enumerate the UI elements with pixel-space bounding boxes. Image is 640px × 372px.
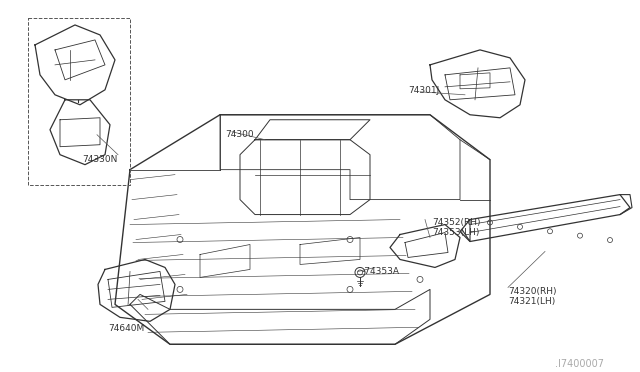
Text: 74321(LH): 74321(LH) <box>508 297 556 307</box>
Text: 74320(RH): 74320(RH) <box>508 288 557 296</box>
Text: 74330N: 74330N <box>82 155 117 164</box>
Text: 74640M: 74640M <box>108 324 144 333</box>
Text: 74301J: 74301J <box>408 86 439 95</box>
Text: -74353A: -74353A <box>362 267 400 276</box>
Text: 74300: 74300 <box>225 130 253 139</box>
Text: 74353(LH): 74353(LH) <box>432 228 479 237</box>
Text: .I7400007: .I7400007 <box>555 359 604 369</box>
Text: 74352(RH): 74352(RH) <box>432 218 481 227</box>
